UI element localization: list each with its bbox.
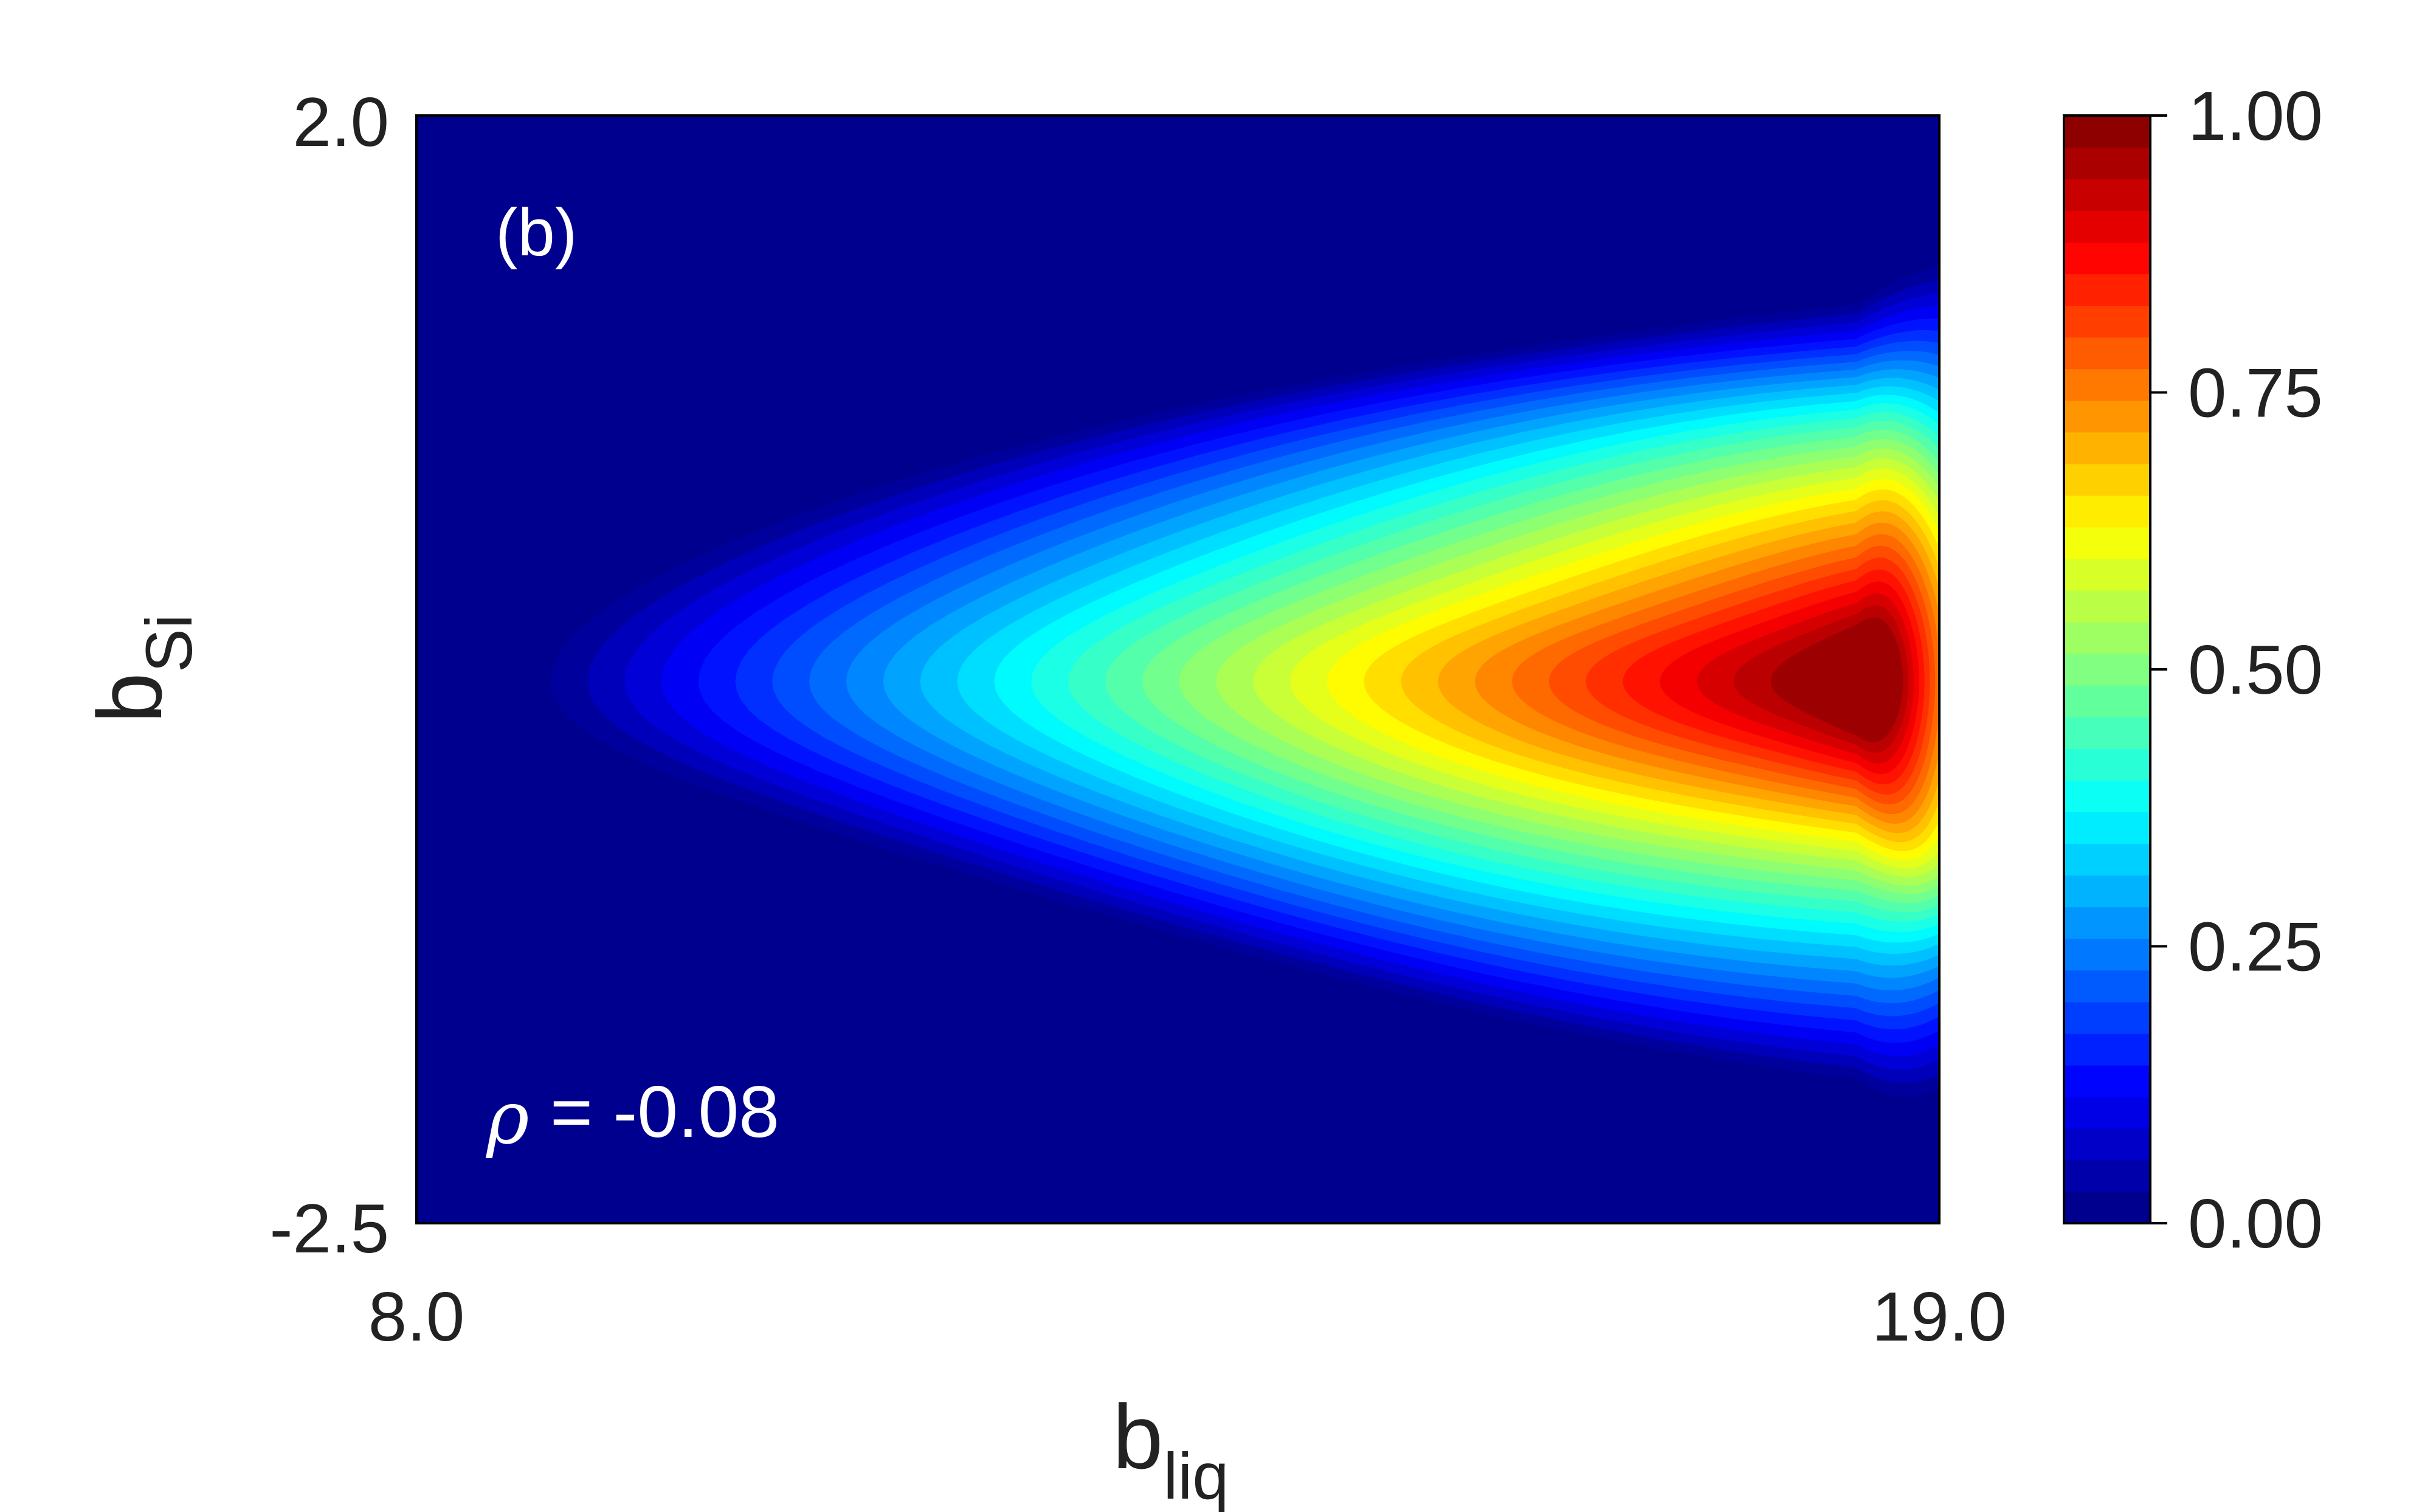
y-axis-label-main: b: [78, 672, 181, 723]
x-axis-label-main: b: [1113, 1386, 1163, 1488]
y-tick-label-bottom: -2.5: [270, 1190, 389, 1268]
colorbar-step: [2064, 970, 2150, 1003]
colorbar-step: [2064, 1001, 2150, 1034]
colorbar-step: [2064, 179, 2150, 211]
rho-symbol: ρ: [485, 1076, 530, 1161]
colorbar-step: [2064, 432, 2150, 464]
x-axis: 8.0 19.0 bliq: [368, 1279, 2007, 1512]
x-tick-label-right: 19.0: [1872, 1279, 2007, 1356]
plot-frame: [415, 114, 1941, 1224]
colorbar-step: [2064, 875, 2150, 908]
colorbar-step: [2064, 938, 2150, 971]
colorbar-step: [2064, 305, 2150, 338]
colorbar-step: [2064, 780, 2150, 813]
y-axis-label-sub: Si: [132, 614, 205, 672]
colorbar-tick-label: 1.00: [2188, 78, 2323, 155]
colorbar-step: [2064, 558, 2150, 591]
x-axis-label-sub: liq: [1163, 1439, 1229, 1512]
contour-band: [1770, 617, 1903, 742]
colorbar-step: [2064, 147, 2150, 179]
density-contours: [550, 267, 1939, 1097]
colorbar-gradient: [2064, 116, 2150, 1224]
colorbar-step: [2064, 812, 2150, 844]
colorbar-tick-label: 0.00: [2188, 1186, 2323, 1263]
colorbar-step: [2064, 685, 2150, 717]
colorbar-step: [2064, 495, 2150, 528]
colorbar-step: [2064, 368, 2150, 401]
colorbar-step: [2064, 1033, 2150, 1066]
colorbar-step: [2064, 400, 2150, 433]
colorbar-step: [2064, 843, 2150, 876]
colorbar-step: [2064, 1096, 2150, 1129]
colorbar-step: [2064, 906, 2150, 939]
y-axis: 2.0 -2.5 bSi: [78, 84, 389, 1268]
colorbar-step: [2064, 463, 2150, 496]
y-tick-label-top: 2.0: [293, 84, 389, 161]
colorbar-step: [2064, 717, 2150, 749]
colorbar-tick-label: 0.50: [2188, 632, 2323, 709]
colorbar-step: [2064, 590, 2150, 623]
y-axis-label: bSi: [78, 614, 205, 723]
svg-text:bSi: bSi: [78, 614, 205, 723]
colorbar-step: [2064, 653, 2150, 686]
x-axis-label: bliq: [1113, 1386, 1229, 1512]
colorbar-step: [2064, 242, 2150, 275]
rho-value: = -0.08: [550, 1071, 779, 1153]
colorbar-step: [2064, 748, 2150, 781]
colorbar-step: [2064, 1159, 2150, 1192]
colorbar-tick-label: 0.75: [2188, 355, 2323, 432]
colorbar-step: [2064, 116, 2150, 148]
colorbar-step: [2064, 1128, 2150, 1161]
colorbar-step: [2064, 526, 2150, 559]
panel-label: (b): [495, 195, 577, 270]
plot-area: [415, 114, 1941, 1224]
colorbar-tick-label: 0.25: [2188, 909, 2323, 986]
colorbar-step: [2064, 274, 2150, 306]
colorbar-step: [2064, 1191, 2150, 1224]
correlation-annotation: ρ = -0.08: [485, 1071, 779, 1161]
colorbar-ticks: 0.00 0.25 0.50 0.75 1.00: [2150, 78, 2323, 1263]
colorbar-step: [2064, 1065, 2150, 1097]
colorbar: 0.00 0.25 0.50 0.75 1.00: [2063, 78, 2323, 1263]
colorbar-step: [2064, 210, 2150, 243]
x-tick-label-left: 8.0: [368, 1279, 464, 1356]
colorbar-step: [2064, 337, 2150, 370]
colorbar-step: [2064, 621, 2150, 654]
